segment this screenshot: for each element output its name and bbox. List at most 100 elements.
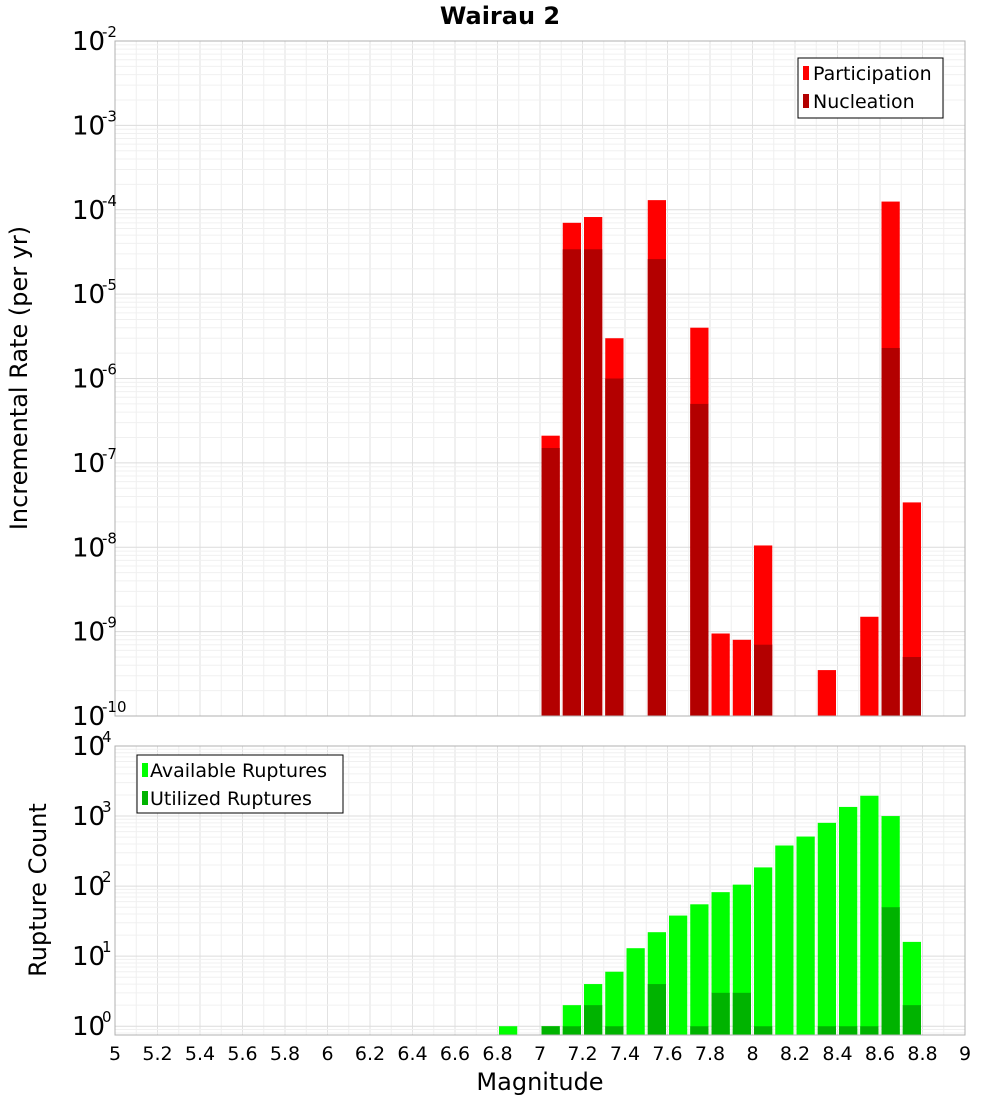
x-axis-label: Magnitude [476, 1068, 603, 1096]
x-tick-label: 5 [109, 1043, 121, 1065]
bottom-y-tick-exponent: 3 [102, 798, 112, 816]
x-tick-label: 6.4 [397, 1043, 427, 1065]
x-tick-label: 8.8 [907, 1043, 937, 1065]
top-bar-s1 [711, 633, 730, 716]
bottom-bar-s1 [626, 948, 645, 1035]
bottom-bar-s1 [839, 806, 858, 1035]
bottom-bar-s2 [881, 907, 900, 1035]
top-y-axis-label: Incremental Rate (per yr) [5, 226, 33, 530]
bottom-bar-s1 [796, 836, 815, 1035]
legend-swatch-nucleation [803, 94, 809, 108]
x-tick-label: 9 [959, 1043, 971, 1065]
top-y-tick-label: 10 [72, 27, 105, 57]
legend-label-participation: Participation [813, 63, 932, 85]
legend-label-utilized: Utilized Ruptures [150, 788, 312, 810]
bottom-bar-s1 [605, 971, 624, 1035]
chart-title: Wairau 2 [440, 2, 560, 30]
top-y-tick-label: 10 [72, 365, 105, 395]
x-tick-label: 5.4 [185, 1043, 215, 1065]
top-y-tick-label: 10 [72, 449, 105, 479]
x-tick-label: 6.6 [440, 1043, 470, 1065]
bottom-bar-s1 [817, 822, 836, 1035]
top-y-tick-exponent: -9 [102, 614, 117, 632]
bottom-bar-s1 [775, 845, 794, 1035]
x-tick-label: 8.2 [780, 1043, 810, 1065]
top-bar-s2 [605, 378, 624, 716]
top-bar-s2 [690, 403, 709, 716]
x-tick-label: 5.6 [227, 1043, 257, 1065]
bottom-bar-s2 [860, 1026, 879, 1035]
bottom-bar-s1 [499, 1026, 518, 1035]
top-bars [541, 200, 921, 716]
x-tick-label: 5.8 [270, 1043, 300, 1065]
x-tick-label: 8.6 [865, 1043, 895, 1065]
bottom-legend: Available Ruptures Utilized Ruptures [136, 754, 344, 814]
top-bar-s2 [541, 448, 560, 716]
bottom-bar-s1 [754, 867, 773, 1035]
top-legend-box [797, 57, 944, 119]
top-legend: Participation Nucleation [797, 57, 944, 119]
bottom-y-tick-exponent: 1 [102, 938, 112, 956]
top-y-tick-label: 10 [72, 533, 105, 563]
bottom-bar-s2 [647, 984, 666, 1035]
top-bar-s1 [732, 639, 751, 716]
legend-swatch-participation [803, 66, 809, 80]
x-tick-label: 8 [746, 1043, 758, 1065]
bottom-bar-s2 [690, 1026, 709, 1035]
x-tick-label: 7 [534, 1043, 546, 1065]
top-bar-s2 [584, 249, 603, 716]
x-tick-label: 6 [321, 1043, 333, 1065]
bottom-bar-s2 [541, 1026, 560, 1035]
legend-label-nucleation: Nucleation [813, 91, 915, 113]
top-y-tick-exponent: -10 [102, 698, 127, 716]
x-tick-label: 6.2 [355, 1043, 385, 1065]
legend-label-available: Available Ruptures [150, 760, 327, 782]
bottom-y-tick-label: 10 [72, 1012, 105, 1042]
top-y-tick-exponent: -4 [102, 192, 117, 210]
bottom-bar-s2 [732, 992, 751, 1035]
bottom-y-tick-exponent: 0 [102, 1008, 112, 1026]
x-tick-label: 5.2 [142, 1043, 172, 1065]
bottom-bar-s1 [860, 795, 879, 1035]
top-y-tick-exponent: -5 [102, 276, 117, 294]
top-y-tick-label: 10 [72, 618, 105, 648]
bottom-bar-s2 [711, 992, 730, 1035]
bottom-y-tick-exponent: 2 [102, 868, 112, 886]
x-tick-label: 7.6 [652, 1043, 682, 1065]
bottom-bars [499, 795, 921, 1035]
x-ticks: 5 5.2 5.4 5.6 5.8 6 6.2 6.4 6.6 6.8 7 7.2 7.4 7.6 7.8 8… [109, 1043, 971, 1065]
bottom-y-axis-label: Rupture Count [24, 803, 52, 977]
top-plot-border [114, 40, 966, 717]
top-bar-s2 [881, 347, 900, 716]
top-y-tick-exponent: -8 [102, 529, 117, 547]
x-tick-label: 6.8 [482, 1043, 512, 1065]
x-tick-label: 7.8 [695, 1043, 725, 1065]
bottom-bar-s2 [562, 1026, 581, 1035]
top-y-tick-label: 10 [72, 196, 105, 226]
x-tick-label: 7.2 [567, 1043, 597, 1065]
bottom-bar-s1 [690, 904, 709, 1035]
top-bar-s2 [647, 259, 666, 716]
bottom-y-tick-label: 10 [72, 802, 105, 832]
bottom-bar-s2 [584, 1005, 603, 1035]
top-bar-s1 [817, 670, 836, 716]
bottom-legend-box [136, 754, 344, 814]
bottom-bar-s2 [839, 1026, 858, 1035]
top-y-tick-label: 10 [72, 280, 105, 310]
top-y-tick-exponent: -2 [102, 23, 117, 41]
top-y-tick-exponent: -3 [102, 107, 117, 125]
x-tick-label: 8.4 [822, 1043, 852, 1065]
bottom-bar-s2 [817, 1026, 836, 1035]
bottom-bar-s2 [605, 1026, 624, 1035]
bottom-y-tick-exponent: 4 [102, 728, 112, 746]
bottom-bar-s1 [669, 915, 688, 1035]
bottom-y-tick-label: 10 [72, 732, 105, 762]
top-y-tick-exponent: -7 [102, 445, 117, 463]
legend-swatch-utilized [142, 791, 148, 805]
bottom-y-tick-label: 10 [72, 942, 105, 972]
top-y-tick-label: 10 [72, 111, 105, 141]
